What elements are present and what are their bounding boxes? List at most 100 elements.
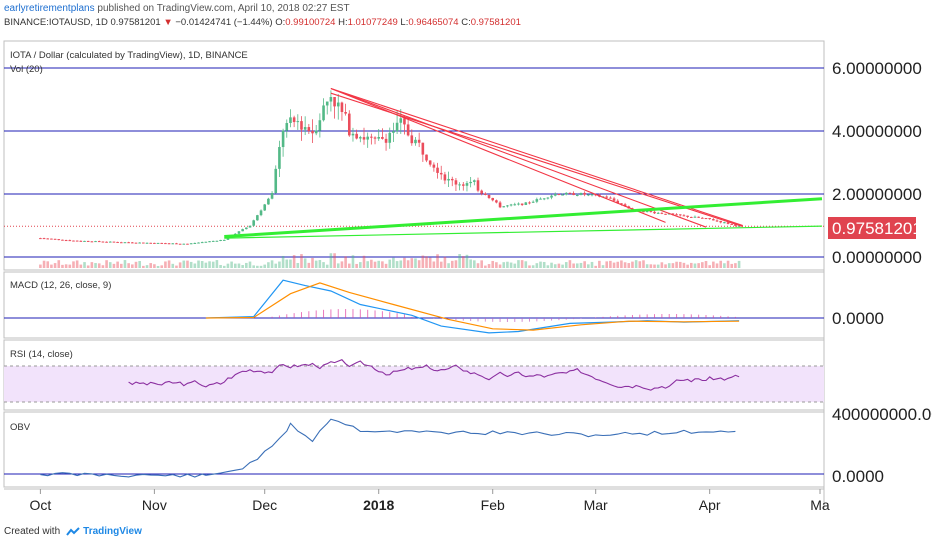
candle-body (344, 112, 347, 114)
resistance-trendline (330, 87, 666, 223)
author-link[interactable]: earlyretirementplans (4, 3, 95, 14)
volume-bar (325, 264, 329, 268)
candle-body (399, 118, 403, 123)
candle-body (200, 242, 204, 244)
candle-body (612, 198, 616, 201)
candle-body (421, 142, 425, 155)
volume-bar (57, 260, 61, 268)
candle-body (723, 222, 726, 224)
volume-bar (568, 260, 572, 268)
candle-body (329, 97, 333, 102)
volume-bar (392, 257, 395, 268)
volume-bar (620, 260, 623, 268)
candle-body (72, 240, 75, 242)
candle-body (392, 131, 395, 133)
volume-bar (145, 265, 149, 268)
volume-bar (256, 265, 259, 268)
candle-body (410, 135, 414, 144)
candle-body (590, 194, 594, 196)
volume-bar (395, 261, 399, 268)
candle-body (546, 197, 550, 199)
candle-body (605, 196, 609, 198)
volume-bar (491, 260, 495, 268)
candle-body (267, 198, 270, 205)
volume-bar (149, 263, 153, 268)
volume-bar (704, 261, 708, 268)
volume-bar (509, 262, 513, 268)
volume-bar (414, 258, 417, 268)
volume-bar (484, 265, 487, 268)
candle-body (660, 212, 664, 214)
candle-body (296, 121, 300, 123)
volume-bar (333, 253, 336, 268)
candle-body (484, 193, 487, 195)
candle-body (149, 242, 153, 244)
volume-bar (701, 262, 704, 268)
candle-body (42, 238, 46, 240)
candle-body (701, 217, 704, 219)
candle-body (726, 222, 730, 224)
volume-bar (469, 259, 472, 268)
volume-bar (97, 263, 101, 268)
volume-bar (245, 262, 248, 268)
obv-y-tick: 400000000.0000 (832, 405, 932, 424)
volume-bar (274, 263, 278, 268)
volume-bar (189, 261, 193, 268)
volume-bar (406, 260, 410, 268)
close-value: 0.97581201 (470, 17, 521, 28)
volume-bar (436, 254, 439, 268)
candle-body (373, 137, 377, 139)
price-horizontal-lines (4, 67, 824, 258)
y-tick-label: 4.00000000 (832, 122, 922, 141)
volume-bar (609, 260, 612, 268)
candle-body (94, 241, 97, 243)
candle-body (285, 123, 289, 131)
candle-body (686, 215, 689, 217)
volume-bar (476, 263, 480, 268)
volume-bar (175, 265, 178, 268)
volume-bar (355, 263, 358, 268)
candle-body (517, 203, 520, 205)
candle-body (145, 242, 149, 244)
candle-body (502, 206, 506, 208)
volume-bar (689, 262, 693, 268)
candle-body (439, 172, 443, 175)
volume-bar (167, 260, 171, 268)
candle-body (50, 238, 53, 240)
candle-body (53, 238, 57, 240)
candle-group (39, 90, 741, 245)
volume-bar (723, 263, 726, 268)
y-tick-label: 0.00000000 (832, 248, 922, 267)
candle-body (436, 167, 439, 173)
volume-bar (583, 261, 586, 268)
volume-bar (546, 265, 550, 268)
candle-body (116, 241, 119, 243)
tradingview-brand[interactable]: TradingView (66, 526, 142, 537)
volume-bar (303, 258, 307, 268)
volume-bar (61, 264, 64, 268)
main-pane-title: IOTA / Dollar (calculated by TradingView… (10, 50, 248, 61)
candle-body (682, 215, 686, 217)
candle-body (620, 203, 623, 205)
volume-bar (598, 260, 601, 268)
volume-bar (186, 260, 189, 268)
volume-bar (296, 262, 300, 268)
candle-body (697, 216, 700, 218)
volume-bar (590, 261, 594, 268)
volume-bar (318, 260, 322, 268)
volume-bar (686, 264, 689, 268)
volume-bar (535, 263, 539, 268)
candle-body (355, 133, 358, 139)
obv-y-tick: 0.0000 (832, 467, 884, 486)
created-with-label: Created with (4, 526, 61, 537)
candle-body (443, 174, 447, 181)
volume-bar (373, 261, 377, 268)
volume-bar (605, 261, 609, 268)
candle-body (664, 213, 667, 215)
volume-bar (734, 263, 737, 268)
candle-body (564, 192, 568, 195)
volume-bar (645, 264, 649, 268)
volume-bar (612, 262, 616, 268)
volume-bar (495, 262, 498, 268)
